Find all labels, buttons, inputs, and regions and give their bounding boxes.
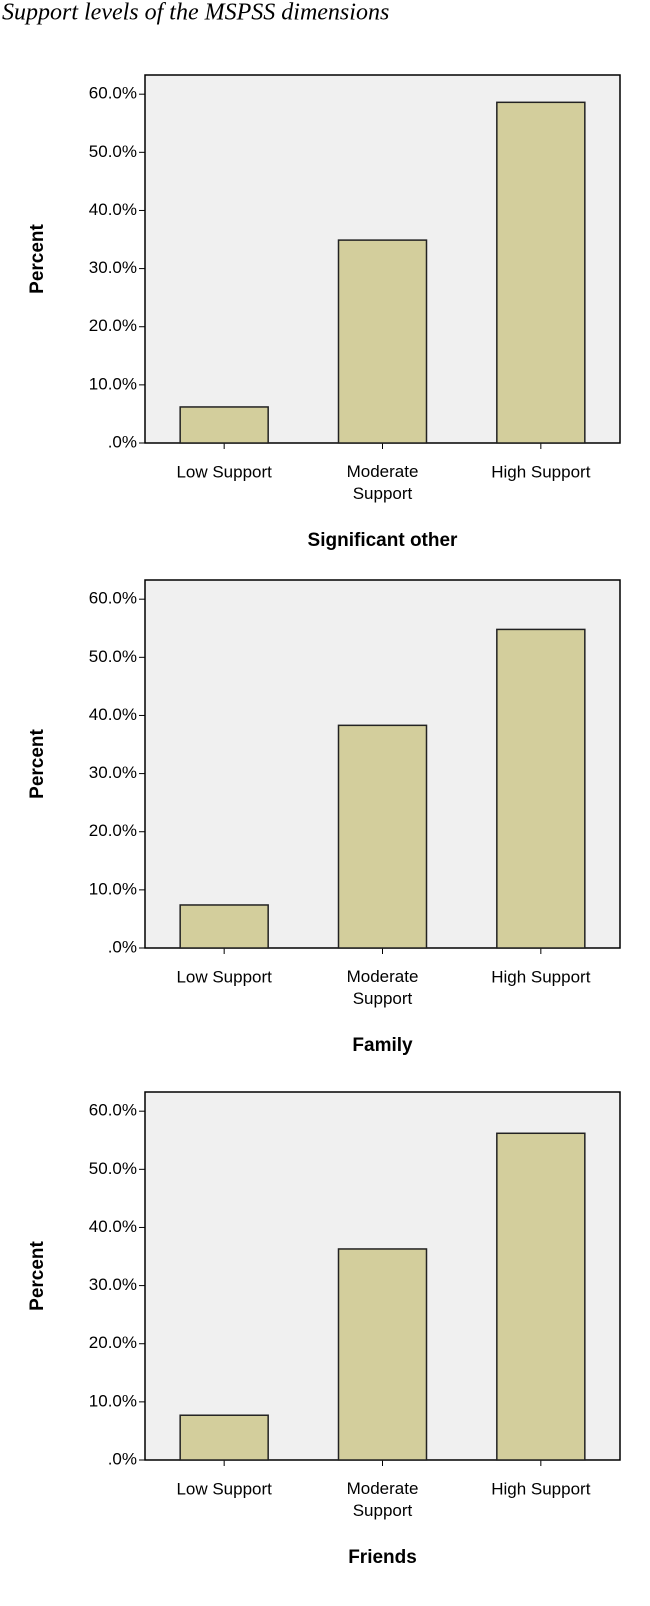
bar xyxy=(337,239,428,444)
y-tick-label: 30.0% xyxy=(89,258,137,277)
bar xyxy=(496,1132,586,1461)
y-tick-label: 50.0% xyxy=(89,142,137,161)
y-tick-label: .0% xyxy=(108,432,137,451)
x-tick-label: Low Support xyxy=(176,967,272,986)
chart: .0% 10.0% 20.0% 30.0% 40.0% 50.0% 60.0% Percent… xyxy=(27,1091,621,1568)
y-tick-label: 10.0% xyxy=(89,374,137,393)
bar xyxy=(179,1414,269,1461)
y-axis-label: Percent xyxy=(27,1240,48,1310)
y-tick-label: 30.0% xyxy=(89,1275,137,1294)
x-tick-label: High Support xyxy=(491,1479,591,1498)
bar xyxy=(337,1248,428,1461)
chart: .0% 10.0% 20.0% 30.0% 40.0% 50.0% 60.0% Percent… xyxy=(27,74,621,551)
x-tick-label: Low Support xyxy=(176,462,272,481)
y-tick-label: 10.0% xyxy=(89,879,137,898)
x-tick-label: High Support xyxy=(491,967,591,986)
y-tick-label: 30.0% xyxy=(89,763,137,782)
x-tick-label: Low Support xyxy=(176,1479,272,1498)
x-axis-label: Friends xyxy=(348,1547,417,1568)
y-tick-label: .0% xyxy=(108,1449,137,1468)
y-tick-label: 40.0% xyxy=(89,200,137,219)
y-tick-label: 20.0% xyxy=(89,316,137,335)
y-axis-label: Percent xyxy=(27,728,48,798)
y-tick-label: 50.0% xyxy=(89,1159,137,1178)
x-tick-label: Moderate Support xyxy=(347,462,419,503)
y-axis-label: Percent xyxy=(27,223,48,293)
x-tick-label: High Support xyxy=(491,462,591,481)
y-tick-label: 60.0% xyxy=(89,1101,137,1120)
x-axis-label: Family xyxy=(352,1035,413,1056)
x-axis-label: Significant other xyxy=(308,530,459,551)
y-tick-label: 50.0% xyxy=(89,647,137,666)
bar xyxy=(496,101,586,444)
y-tick-label: 60.0% xyxy=(89,84,137,103)
y-tick-label: 10.0% xyxy=(89,1391,137,1410)
y-tick-label: 20.0% xyxy=(89,821,137,840)
x-tick-label: Moderate Support xyxy=(347,967,419,1008)
y-tick-label: .0% xyxy=(108,937,137,956)
y-tick-label: 60.0% xyxy=(89,589,137,608)
y-tick-label: 40.0% xyxy=(89,1217,137,1236)
bar xyxy=(337,724,428,949)
figure-title: Support levels of the MSPSS dimensions xyxy=(2,0,389,26)
bar xyxy=(496,628,586,949)
bar xyxy=(179,406,269,444)
y-tick-label: 20.0% xyxy=(89,1333,137,1352)
bar xyxy=(179,904,269,949)
chart: .0% 10.0% 20.0% 30.0% 40.0% 50.0% 60.0% Percent… xyxy=(27,579,621,1056)
y-tick-label: 40.0% xyxy=(89,705,137,724)
x-tick-label: Moderate Support xyxy=(347,1479,419,1520)
